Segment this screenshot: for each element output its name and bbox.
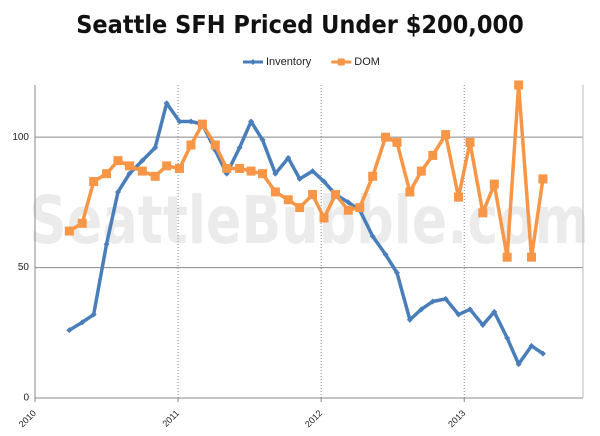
data-point [124, 161, 134, 171]
data-point [197, 119, 207, 129]
data-point [186, 140, 196, 150]
data-point [246, 166, 256, 176]
data-point [113, 156, 123, 166]
y-tick-label: 50 [18, 262, 30, 273]
data-point [270, 187, 280, 197]
data-point [139, 157, 146, 164]
data-point [150, 171, 160, 181]
data-point [236, 144, 243, 151]
legend-label: DOM [354, 56, 380, 68]
data-point [479, 321, 486, 328]
data-point [309, 168, 316, 175]
data-point [285, 155, 292, 162]
data-point [478, 208, 488, 218]
data-point [345, 199, 352, 206]
data-point [257, 169, 267, 179]
data-point [538, 174, 548, 184]
data-point [355, 203, 365, 213]
data-point [466, 306, 473, 313]
y-tick-label: 100 [12, 132, 29, 143]
data-point [295, 203, 305, 213]
data-point [465, 137, 475, 147]
data-point [248, 118, 255, 125]
data-point [382, 251, 389, 258]
data-point [441, 130, 451, 140]
data-point [272, 170, 279, 177]
data-point [163, 100, 170, 107]
data-point [418, 306, 425, 313]
data-point [79, 319, 86, 326]
data-point [90, 311, 97, 318]
data-point [539, 350, 546, 357]
data-point [66, 327, 73, 334]
data-point [126, 170, 133, 177]
data-point [381, 132, 391, 142]
data-point [504, 335, 511, 342]
data-point [442, 295, 449, 302]
data-point [235, 163, 245, 173]
data-point [162, 161, 172, 171]
legend-label: Inventory [266, 56, 312, 68]
data-point [187, 118, 194, 125]
data-point [416, 166, 426, 176]
data-point [526, 252, 536, 262]
data-point [296, 175, 303, 182]
data-point [405, 187, 415, 197]
data-point [406, 316, 413, 323]
data-point [502, 252, 512, 262]
data-point [175, 163, 185, 173]
data-point [428, 150, 438, 160]
data-point [137, 166, 147, 176]
data-point [176, 118, 183, 125]
data-point [89, 177, 99, 187]
data-point [210, 140, 220, 150]
y-tick-label: 0 [23, 393, 29, 404]
data-point [103, 241, 110, 248]
data-point [514, 80, 524, 90]
data-point [321, 178, 328, 185]
legend-marker [337, 58, 345, 66]
series-line [68, 101, 544, 366]
data-point [489, 179, 499, 189]
data-point [393, 269, 400, 276]
data-point [64, 226, 74, 236]
data-point [429, 298, 436, 305]
data-point [491, 308, 498, 315]
data-point [102, 169, 112, 179]
data-point [308, 190, 318, 200]
data-point [528, 342, 535, 349]
legend-marker [250, 59, 256, 65]
data-point [259, 136, 266, 143]
data-point [515, 361, 522, 368]
series-line [68, 83, 545, 259]
data-point [152, 144, 159, 151]
data-point [319, 213, 329, 223]
data-point [114, 188, 121, 195]
data-point [369, 233, 376, 240]
data-point [77, 218, 87, 228]
data-point [343, 205, 353, 215]
data-point [222, 163, 232, 173]
data-point [455, 311, 462, 318]
data-point [283, 195, 293, 205]
data-point [330, 190, 340, 200]
data-point [454, 192, 464, 202]
data-point [368, 171, 378, 181]
chart-title: Seattle SFH Priced Under $200,000 [76, 10, 524, 39]
data-point [392, 137, 402, 147]
